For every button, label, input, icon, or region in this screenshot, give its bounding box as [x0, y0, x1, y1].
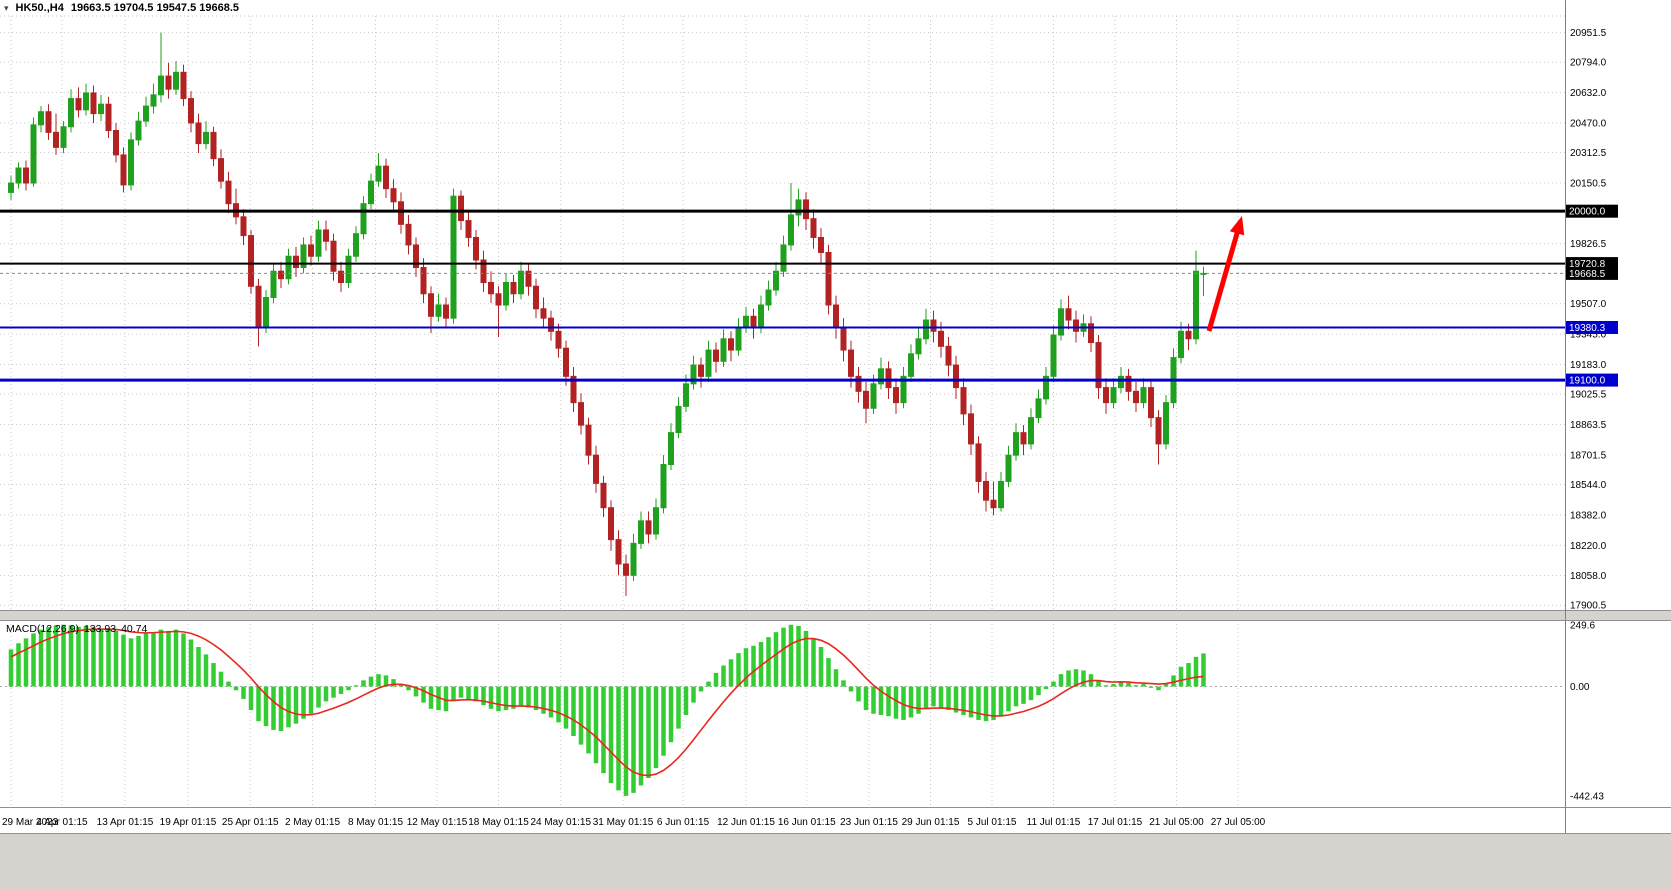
svg-text:19 Apr 01:15: 19 Apr 01:15: [160, 817, 217, 828]
svg-text:18058.0: 18058.0: [1570, 571, 1607, 582]
svg-text:-442.43: -442.43: [1570, 791, 1604, 802]
svg-text:20000.0: 20000.0: [1569, 207, 1606, 218]
svg-text:24 May 01:15: 24 May 01:15: [530, 817, 591, 828]
svg-text:19826.5: 19826.5: [1570, 239, 1607, 250]
macd-signal-line: [10, 628, 1204, 777]
svg-text:17900.5: 17900.5: [1570, 601, 1607, 612]
svg-text:20794.0: 20794.0: [1570, 58, 1607, 69]
svg-text:2 May 01:15: 2 May 01:15: [285, 817, 340, 828]
svg-text:18544.0: 18544.0: [1570, 480, 1607, 491]
trend-arrow[interactable]: [1206, 216, 1245, 332]
price-line-badges: 20000.0 19720.8 19380.3 19100.0 19668.5: [1566, 204, 1618, 387]
svg-text:19668.5: 19668.5: [1569, 269, 1606, 280]
svg-text:20951.5: 20951.5: [1570, 28, 1607, 39]
svg-text:13 Apr 01:15: 13 Apr 01:15: [97, 817, 154, 828]
svg-text:19100.0: 19100.0: [1569, 376, 1606, 387]
svg-text:27 Jul 05:00: 27 Jul 05:00: [1211, 817, 1266, 828]
macd-histogram: [8, 624, 1206, 796]
svg-text:20150.5: 20150.5: [1570, 178, 1607, 189]
svg-text:18863.5: 18863.5: [1570, 420, 1607, 431]
horizontal-line-objects[interactable]: [0, 209, 1566, 382]
chart-dropdown-icon[interactable]: ▾: [4, 2, 9, 13]
svg-text:20632.0: 20632.0: [1570, 88, 1607, 99]
svg-text:12 Jun 01:15: 12 Jun 01:15: [717, 817, 775, 828]
svg-text:6 Jun 01:15: 6 Jun 01:15: [657, 817, 710, 828]
symbol-timeframe-label: HK50.,H4: [15, 2, 64, 14]
ohlc-values: 19663.5 19704.5 19547.5 19668.5: [70, 2, 240, 14]
svg-text:11 Jul 01:15: 11 Jul 01:15: [1027, 817, 1081, 828]
macd-main-value: 133.93: [83, 623, 117, 635]
svg-text:21 Jul 05:00: 21 Jul 05:00: [1149, 817, 1204, 828]
svg-text:29 Mar 2023: 29 Mar 2023: [2, 817, 59, 828]
svg-text:18220.0: 18220.0: [1570, 541, 1607, 552]
svg-text:17 Jul 01:15: 17 Jul 01:15: [1088, 817, 1143, 828]
svg-text:20312.5: 20312.5: [1570, 148, 1607, 159]
svg-text:19183.0: 19183.0: [1570, 360, 1607, 371]
svg-text:25 Apr 01:15: 25 Apr 01:15: [222, 817, 279, 828]
macd-axis-labels: 249.6 0.00 -442.43: [1570, 620, 1604, 802]
svg-text:18701.5: 18701.5: [1570, 450, 1607, 461]
svg-text:23 Jun 01:15: 23 Jun 01:15: [840, 817, 898, 828]
window-bottom-bar: [0, 833, 1671, 889]
svg-text:0.00: 0.00: [1570, 682, 1590, 693]
svg-text:29 Jun 01:15: 29 Jun 01:15: [902, 817, 960, 828]
svg-text:12 May 01:15: 12 May 01:15: [407, 817, 468, 828]
svg-text:19380.3: 19380.3: [1569, 323, 1606, 334]
svg-text:20470.0: 20470.0: [1570, 118, 1607, 129]
svg-text:18382.0: 18382.0: [1570, 510, 1607, 521]
chart-grid: [0, 15, 1566, 806]
svg-text:18 May 01:15: 18 May 01:15: [468, 817, 529, 828]
svg-text:19507.0: 19507.0: [1570, 299, 1607, 310]
svg-text:19025.5: 19025.5: [1570, 390, 1607, 401]
chart-header: ▾ HK50.,H4 19663.5 19704.5 19547.5 19668…: [4, 1, 239, 15]
svg-text:19720.8: 19720.8: [1569, 259, 1606, 270]
svg-text:4 Apr 01:15: 4 Apr 01:15: [36, 817, 88, 828]
svg-text:31 May 01:15: 31 May 01:15: [593, 817, 654, 828]
macd-name: MACD(12,26,9): [6, 623, 79, 635]
macd-indicator-label: MACD(12,26,9) 133.93 40.74: [6, 623, 152, 635]
svg-text:8 May 01:15: 8 May 01:15: [348, 817, 403, 828]
price-axis-labels: 20951.5 20794.0 20632.0 20470.0 20312.5 20150…: [1570, 28, 1607, 612]
svg-text:19345.0: 19345.0: [1570, 330, 1607, 341]
svg-text:16 Jun 01:15: 16 Jun 01:15: [778, 817, 836, 828]
macd-signal-value: 40.74: [121, 623, 148, 635]
axes-and-frame: [0, 0, 1671, 833]
svg-text:249.6: 249.6: [1570, 620, 1595, 631]
svg-text:5 Jul 01:15: 5 Jul 01:15: [968, 817, 1017, 828]
